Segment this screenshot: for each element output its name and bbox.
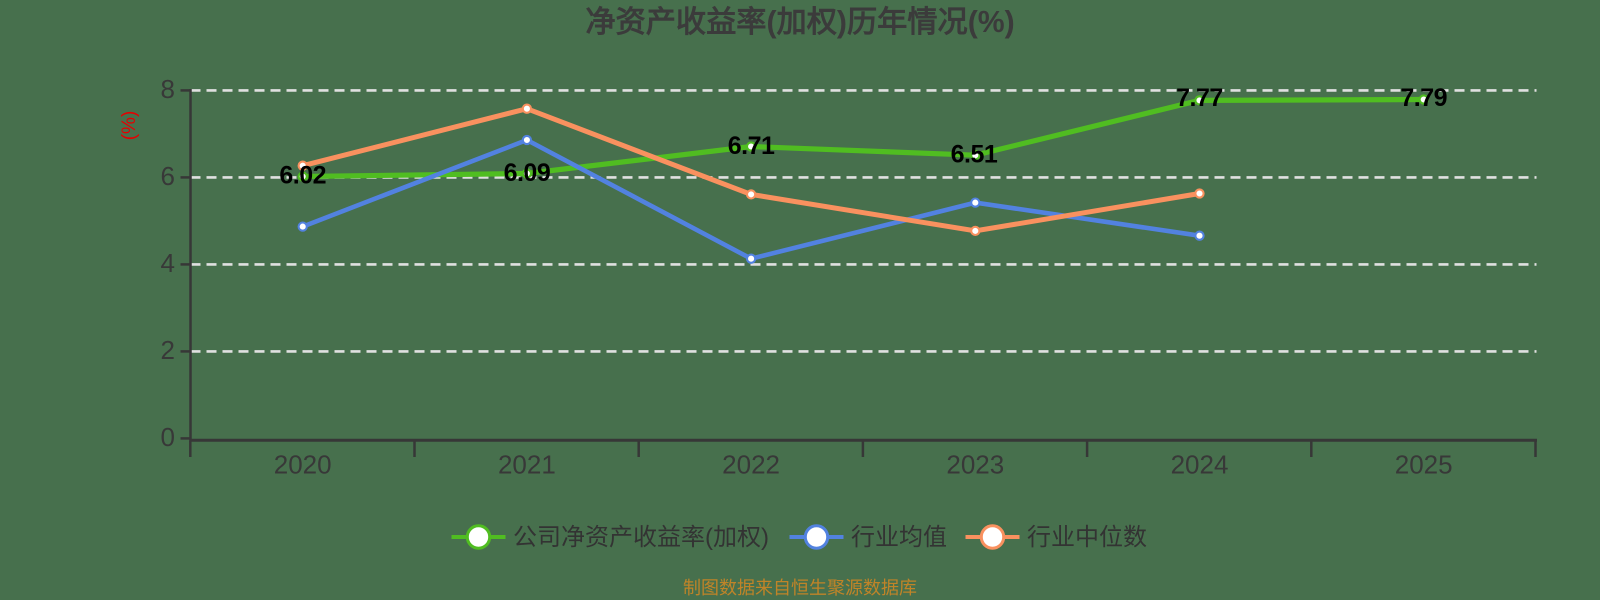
svg-text:2022: 2022 <box>722 449 780 479</box>
svg-text:7.79: 7.79 <box>1400 84 1447 112</box>
svg-text:2021: 2021 <box>498 449 556 479</box>
svg-text:2: 2 <box>161 335 175 365</box>
svg-text:净资产收益率(加权)历年情况(%): 净资产收益率(加权)历年情况(%) <box>585 5 1014 39</box>
svg-text:行业中位数: 行业中位数 <box>1027 524 1147 551</box>
svg-text:6.09: 6.09 <box>504 159 551 187</box>
svg-text:7.77: 7.77 <box>1176 84 1223 112</box>
svg-text:行业均值: 行业均值 <box>851 524 947 551</box>
svg-text:制图数据来自恒生聚源数据库: 制图数据来自恒生聚源数据库 <box>683 578 917 598</box>
svg-text:6.02: 6.02 <box>279 161 326 189</box>
svg-text:2025: 2025 <box>1395 449 1453 479</box>
svg-text:2024: 2024 <box>1171 449 1229 479</box>
svg-text:8: 8 <box>161 74 175 104</box>
svg-text:6.51: 6.51 <box>951 141 998 169</box>
svg-text:2023: 2023 <box>946 449 1004 479</box>
svg-text:4: 4 <box>161 248 175 278</box>
svg-text:(%): (%) <box>119 111 140 141</box>
svg-text:6: 6 <box>161 161 175 191</box>
svg-text:6.71: 6.71 <box>728 132 775 160</box>
svg-text:公司净资产收益率(加权): 公司净资产收益率(加权) <box>513 524 769 551</box>
svg-text:0: 0 <box>161 422 175 452</box>
svg-text:2020: 2020 <box>274 449 332 479</box>
